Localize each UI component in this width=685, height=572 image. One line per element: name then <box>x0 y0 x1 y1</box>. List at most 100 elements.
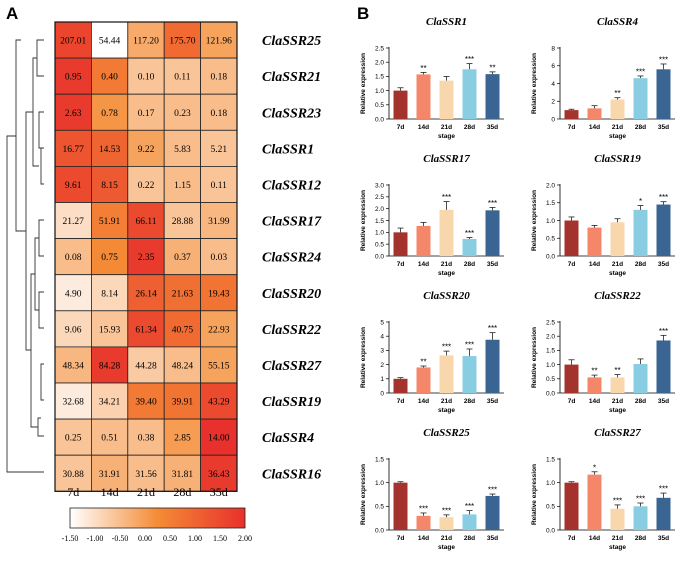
bar <box>485 74 500 119</box>
bar <box>633 364 648 393</box>
heatmap-cell-value: 36.43 <box>208 470 230 480</box>
y-tick-label: 4 <box>380 334 384 341</box>
heatmap-cell-value: 117.20 <box>133 37 159 47</box>
y-tick-label: 0.0 <box>546 390 555 397</box>
significance-marker: *** <box>488 324 497 333</box>
y-tick-label: 1.5 <box>546 200 555 207</box>
significance-marker: *** <box>442 193 451 202</box>
y-axis-label: Relative expression <box>360 190 367 251</box>
heatmap-cell-value: 61.34 <box>135 325 157 335</box>
significance-marker: ** <box>420 64 426 73</box>
bar <box>485 210 500 256</box>
colorbar: -1.50 -1.00 -0.50 0.00 0.50 1.00 1.50 2.00 <box>62 507 252 543</box>
heatmap-cell <box>54 418 92 456</box>
significance-marker: *** <box>465 340 474 349</box>
heatmap-cell-value: 0.17 <box>138 109 155 119</box>
barplot-ClaSSR25: ClaSSR25 0.0 0.5 1.0 1.5 Relative expression 7… <box>360 427 504 551</box>
significance-marker: *** <box>488 199 497 208</box>
x-tick-label: 35d <box>487 535 498 542</box>
x-tick-label: 7d <box>568 535 576 542</box>
heatmap-cell-value: 0.38 <box>138 434 155 444</box>
heatmap-cell-value: 51.91 <box>99 217 121 227</box>
heatmap-row-label: ClaSSR17 <box>262 215 322 230</box>
x-axis-label: stage <box>438 544 455 551</box>
heatmap-row-label: ClaSSR16 <box>262 467 321 482</box>
heatmap-cell-value: 39.40 <box>135 398 157 408</box>
heatmap-cell <box>91 129 129 167</box>
y-tick-label: 2.0 <box>375 60 384 67</box>
x-tick-label: 14d <box>418 261 429 268</box>
heatmap-cell <box>91 93 129 131</box>
heatmap-cell <box>54 21 92 59</box>
heatmap-cell <box>91 202 129 239</box>
heatmap-cell <box>200 346 238 384</box>
colorbar-tick-label: 1.00 <box>188 534 202 543</box>
heatmap-cell-value: 16.77 <box>63 145 85 155</box>
y-tick-label: 1.0 <box>375 480 384 487</box>
barplot-title: ClaSSR22 <box>594 290 641 302</box>
heatmap-cell <box>163 418 201 456</box>
panel-label-a: A <box>6 4 18 23</box>
x-tick-label: 35d <box>658 124 669 131</box>
y-tick-label: 2.5 <box>375 45 384 52</box>
y-tick-label: 1.5 <box>375 74 384 81</box>
significance-marker: *** <box>465 502 474 511</box>
heatmap-col-label: 14d <box>101 485 119 499</box>
x-tick-label: 14d <box>589 535 600 542</box>
heatmap-cell <box>127 129 165 167</box>
heatmap-cell <box>163 382 201 420</box>
x-tick-label: 21d <box>612 398 623 405</box>
heatmap-cell-value: 39.91 <box>172 398 194 408</box>
x-tick-label: 7d <box>397 398 405 405</box>
y-tick-label: 2 <box>551 99 555 106</box>
heatmap-cell <box>200 274 238 312</box>
heatmap-row-label: ClaSSR24 <box>262 251 321 266</box>
heatmap-cell-value: 9.06 <box>65 325 82 335</box>
heatmap-cell <box>91 274 129 312</box>
bar <box>462 356 477 393</box>
y-axis-label: Relative expression <box>360 464 367 525</box>
heatmap-cell-value: 34.21 <box>99 398 121 408</box>
y-tick-label: 3.0 <box>375 182 384 189</box>
bar <box>656 204 671 256</box>
barplot-ClaSSR17: ClaSSR17 0.0 0.5 1.0 1.5 2.0 2.5 3.0 Relative ex… <box>360 153 504 277</box>
x-tick-label: 7d <box>397 261 405 268</box>
x-tick-label: 7d <box>568 261 576 268</box>
bar <box>462 69 477 119</box>
bar <box>587 377 602 393</box>
heatmap-cell-value: 0.18 <box>210 73 227 83</box>
y-tick-label: 0.5 <box>546 236 555 243</box>
y-tick-label: 1.0 <box>546 218 555 225</box>
significance-marker: * <box>639 197 642 206</box>
y-tick-label: 0.5 <box>375 102 384 109</box>
x-tick-label: 21d <box>441 124 452 131</box>
significance-marker: ** <box>614 89 620 98</box>
significance-marker: *** <box>465 55 474 64</box>
y-tick-label: 0.0 <box>375 253 384 260</box>
heatmap-cell-value: 0.40 <box>101 73 118 83</box>
heatmap-cell <box>54 238 92 276</box>
panel-label-b: B <box>357 4 369 23</box>
heatmap-row-label: ClaSSR23 <box>262 106 321 121</box>
y-tick-label: 1.5 <box>546 348 555 355</box>
y-tick-label: 4 <box>551 81 555 88</box>
heatmap-cell <box>163 93 201 131</box>
bar <box>633 506 648 530</box>
x-tick-label: 14d <box>589 398 600 405</box>
barplot-ClaSSR27: ClaSSR27 0.0 0.5 1.0 1.5 Relative expression 7… <box>531 427 675 551</box>
significance-marker: *** <box>488 486 497 495</box>
y-axis-label: Relative expression <box>531 327 538 388</box>
x-axis-label: stage <box>609 544 626 551</box>
heatmap-cell-value: 66.11 <box>135 217 156 227</box>
heatmap-row-label: ClaSSR4 <box>262 431 314 446</box>
heatmap-cell-value: 8.15 <box>101 181 118 191</box>
heatmap-row-label: ClaSSR12 <box>262 178 321 193</box>
x-tick-label: 7d <box>397 535 405 542</box>
significance-marker: *** <box>659 193 668 202</box>
y-tick-label: 0.5 <box>375 504 384 511</box>
x-tick-label: 21d <box>441 261 452 268</box>
heatmap-cell-value: 30.88 <box>63 470 85 480</box>
y-tick-label: 6 <box>551 63 555 70</box>
significance-marker: ** <box>591 367 597 376</box>
y-tick-label: 5 <box>380 319 384 326</box>
